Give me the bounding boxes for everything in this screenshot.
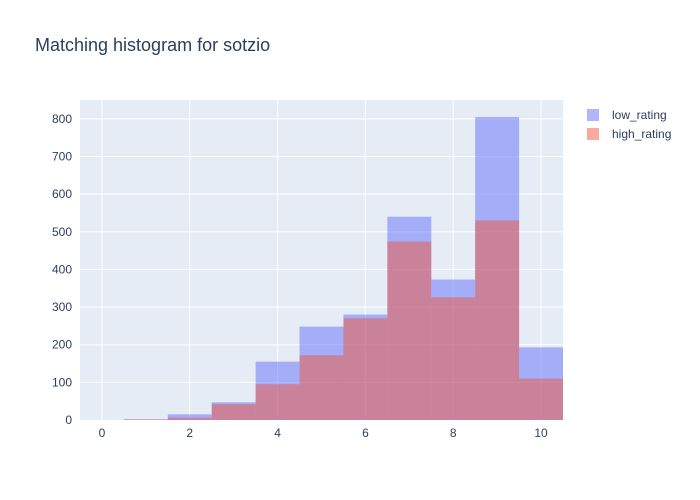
- legend-label: high_rating: [612, 127, 671, 141]
- x-axis-ticks: 0 2 4 6 8 10: [99, 426, 548, 440]
- y-tick-label: 500: [52, 225, 72, 239]
- legend-swatch: [587, 109, 599, 121]
- bar-high-rating: [431, 297, 476, 420]
- x-tick-label: 2: [186, 426, 193, 440]
- bar-high-rating: [255, 384, 300, 420]
- legend-item-low-rating[interactable]: low_rating: [587, 108, 667, 122]
- bar-high-rating: [475, 220, 520, 420]
- x-tick-label: 6: [362, 426, 369, 440]
- y-tick-label: 300: [52, 300, 72, 314]
- bar-high-rating: [299, 355, 344, 420]
- x-tick-label: 0: [99, 426, 106, 440]
- bar-high-rating: [167, 417, 212, 420]
- bar-high-rating: [343, 318, 388, 420]
- x-tick-label: 8: [450, 426, 457, 440]
- y-tick-label: 100: [52, 375, 72, 389]
- y-tick-label: 0: [65, 413, 72, 427]
- bar-low-rating: [167, 414, 212, 420]
- x-tick-label: 10: [534, 426, 548, 440]
- y-tick-label: 800: [52, 112, 72, 126]
- bar-high-rating: [519, 378, 563, 420]
- bars: [123, 116, 563, 421]
- bar-high-rating: [211, 404, 256, 420]
- chart-title: Matching histogram for sotzio: [35, 35, 270, 55]
- legend[interactable]: low_rating high_rating: [587, 108, 671, 141]
- y-tick-label: 200: [52, 338, 72, 352]
- bar-high-rating: [387, 241, 432, 420]
- legend-swatch: [587, 128, 599, 140]
- y-axis-ticks: 0 100 200 300 400 500 600 700 800: [52, 112, 72, 427]
- y-tick-label: 700: [52, 149, 72, 163]
- legend-label: low_rating: [612, 108, 667, 122]
- y-tick-label: 600: [52, 187, 72, 201]
- y-tick-label: 400: [52, 262, 72, 276]
- legend-item-high-rating[interactable]: high_rating: [587, 127, 671, 141]
- x-tick-label: 4: [274, 426, 281, 440]
